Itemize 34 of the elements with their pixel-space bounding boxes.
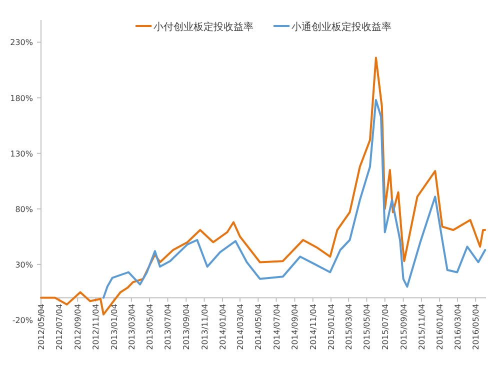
x-tick-label: 2013/09/04: [182, 304, 192, 350]
x-tick-label: 2015/05/04: [362, 304, 372, 350]
y-tick-label: 30%: [15, 260, 34, 270]
x-tick-label: 2012/09/04: [74, 304, 83, 350]
x-tick-label: 2015/01/04: [327, 304, 336, 350]
x-tick-label: 2013/11/04: [200, 304, 210, 350]
x-tick-label: 2012/05/04: [37, 304, 46, 350]
x-tick-label: 2013/05/04: [146, 304, 155, 350]
x-tick-label: 2013/03/04: [127, 304, 136, 350]
x-tick-label: 2014/07/04: [272, 304, 282, 350]
y-tick-label: 230%: [10, 38, 34, 48]
x-tick-label: 2016/03/04: [453, 304, 462, 350]
x-tick-label: 2012/11/04: [92, 304, 101, 350]
x-tick-label: 2014/01/04: [218, 304, 228, 350]
x-tick-label: 2013/07/04: [164, 304, 173, 350]
x-tick-label: 2014/09/04: [290, 304, 300, 350]
x-tick-label: 2014/03/04: [236, 304, 245, 350]
x-tick-label: 2012/07/04: [55, 304, 64, 350]
x-tick-label: 2015/03/04: [344, 304, 354, 350]
x-tick-label: 2014/05/04: [254, 304, 264, 350]
legend-label: 小通创业板定投收益率: [292, 21, 392, 33]
x-tick-label: 2013/01/04: [110, 304, 119, 350]
y-tick-label: 180%: [10, 94, 34, 103]
x-tick-label: 2015/11/04: [417, 304, 426, 350]
line-series: [102, 99, 486, 299]
y-tick-label: -20%: [12, 316, 34, 325]
x-tick-label: 2014/11/04: [308, 304, 318, 350]
x-tick-label: 2016/01/04: [436, 304, 445, 350]
x-tick-label: 2015/07/04: [380, 304, 390, 350]
x-tick-label: 2016/05/04: [472, 304, 481, 350]
legend-label: 小付创业板定投收益率: [154, 21, 254, 33]
x-tick-label: 2015/09/04: [399, 304, 408, 350]
y-tick-label: 130%: [10, 149, 34, 158]
y-tick-label: 80%: [15, 204, 34, 214]
